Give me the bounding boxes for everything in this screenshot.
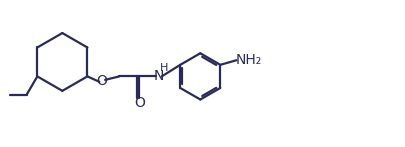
Text: O: O [96, 74, 107, 88]
Text: H: H [159, 63, 167, 73]
Text: NH₂: NH₂ [235, 53, 261, 67]
Text: O: O [134, 96, 145, 110]
Text: N: N [153, 69, 164, 83]
